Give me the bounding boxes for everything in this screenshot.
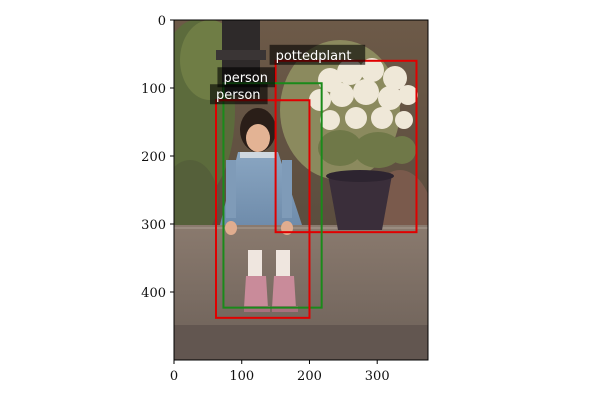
axes-frame xyxy=(173,19,429,361)
y-tick-label: 300 xyxy=(141,218,166,233)
photo xyxy=(174,20,428,360)
detection-label-background xyxy=(217,67,276,88)
x-tick-label: 300 xyxy=(365,369,390,384)
x-tick-label: 0 xyxy=(170,369,178,384)
detection-label: pottedplant xyxy=(276,49,352,64)
y-tick-label: 100 xyxy=(141,82,166,97)
y-tick-label: 200 xyxy=(141,150,166,165)
x-axis: 0 100 200 300 xyxy=(170,360,390,384)
detection-label-background xyxy=(209,84,268,105)
x-tick-label: 100 xyxy=(229,369,254,384)
x-tick-label: 200 xyxy=(297,369,322,384)
y-tick-label: 400 xyxy=(141,286,166,301)
detections-layer: pottedplant person person xyxy=(209,44,418,319)
detection-label: person xyxy=(223,71,268,86)
detection-label-background xyxy=(269,44,366,65)
detection-label: person xyxy=(216,88,261,103)
y-tick-label: 0 xyxy=(158,14,166,29)
y-axis: 0 100 200 300 400 xyxy=(141,14,174,301)
